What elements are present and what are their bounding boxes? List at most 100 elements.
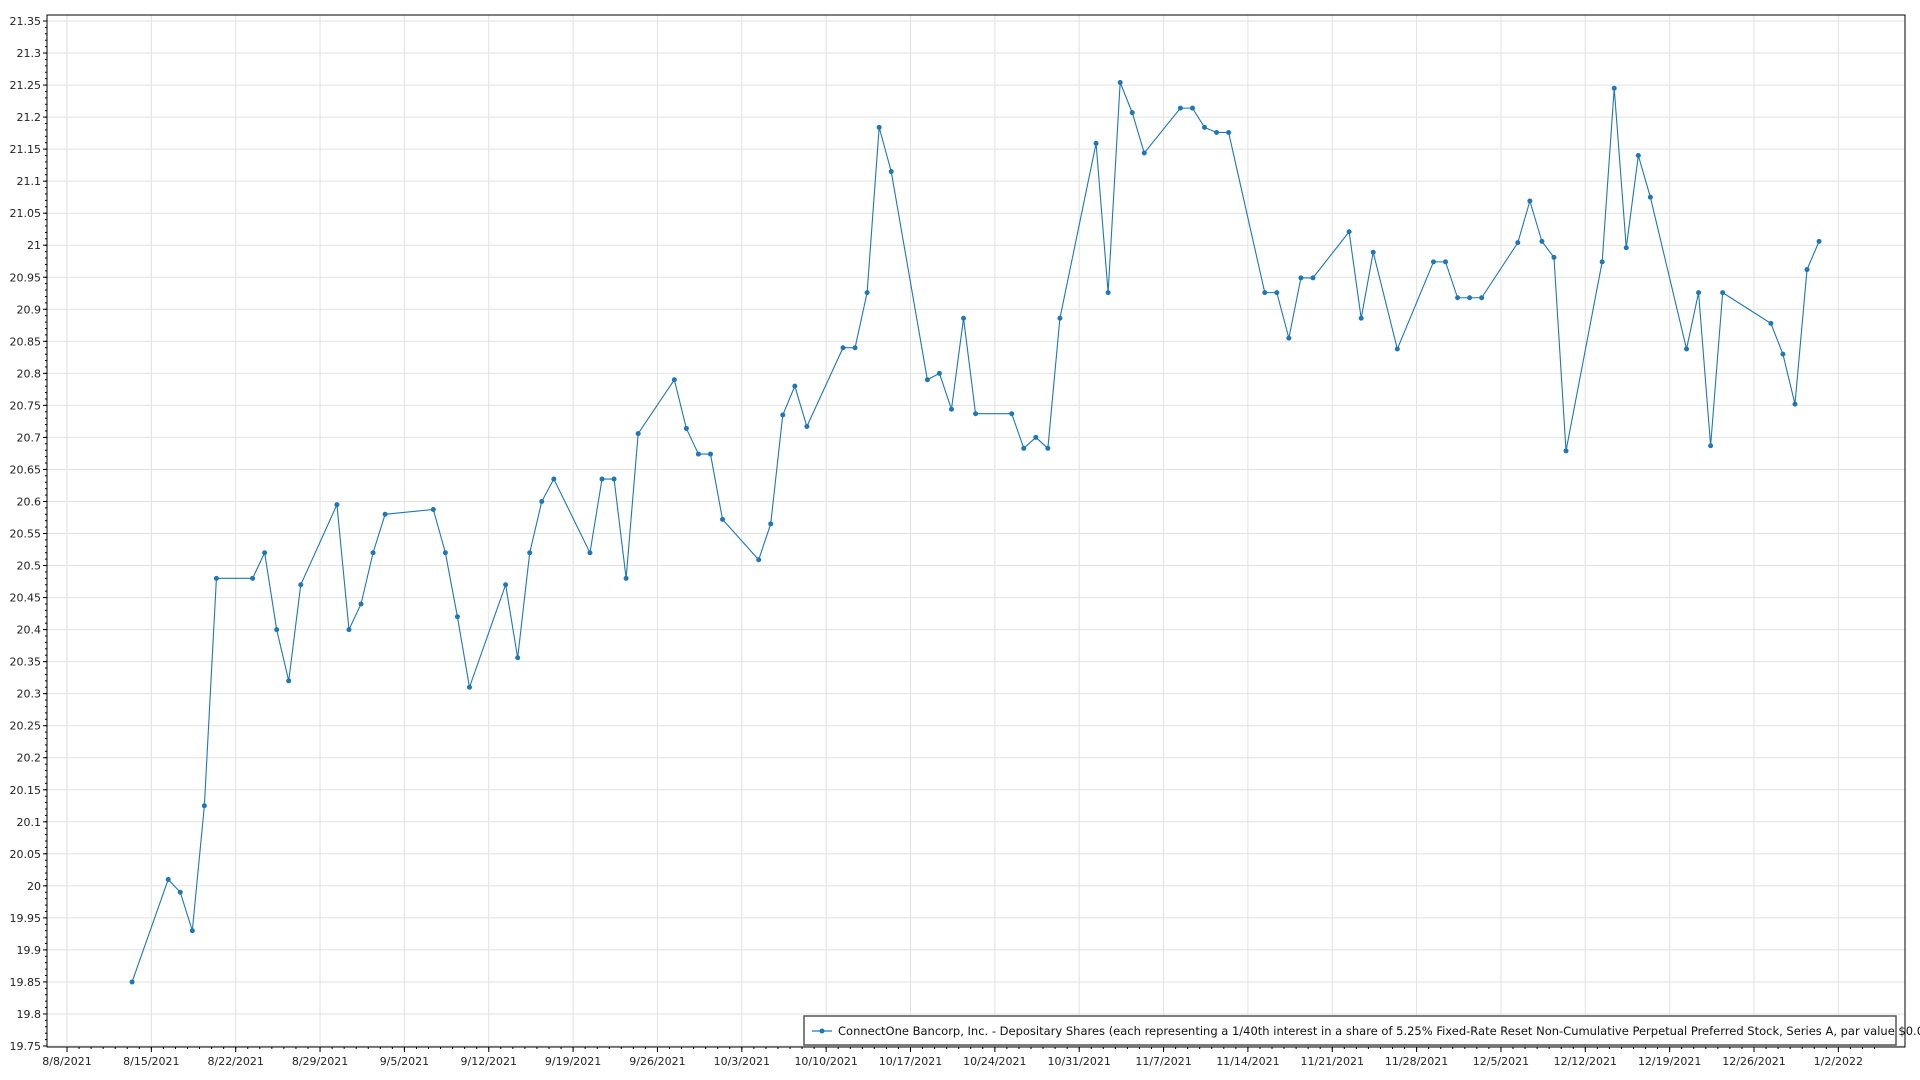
data-point <box>334 502 340 508</box>
data-point <box>1479 295 1485 301</box>
data-point <box>1189 105 1195 111</box>
data-point <box>1455 295 1461 301</box>
data-point <box>1298 275 1304 281</box>
y-tick-label: 20 <box>27 880 41 893</box>
data-point <box>442 550 448 556</box>
data-point <box>792 383 798 389</box>
x-tick-label: 9/19/2021 <box>545 1055 601 1068</box>
y-tick-label: 20.8 <box>17 367 42 380</box>
data-point <box>599 476 605 482</box>
y-tick-label: 20.05 <box>10 848 42 861</box>
data-point <box>262 550 268 556</box>
data-point <box>852 345 858 351</box>
data-point <box>1551 254 1557 260</box>
data-point <box>358 601 364 607</box>
data-point <box>756 557 762 563</box>
data-point <box>961 315 967 321</box>
data-point <box>1009 411 1015 417</box>
y-tick-label: 20.65 <box>10 463 42 476</box>
data-point <box>250 575 256 581</box>
data-point <box>213 575 219 581</box>
data-point <box>1527 198 1533 204</box>
data-point <box>1611 85 1617 91</box>
x-tick-label: 1/2/2022 <box>1814 1055 1863 1068</box>
data-point <box>274 627 280 633</box>
y-tick-label: 20.15 <box>10 784 42 797</box>
legend[interactable]: ConnectOne Bancorp, Inc. - Depositary Sh… <box>803 1015 1920 1046</box>
data-point <box>1539 238 1545 244</box>
data-point <box>876 124 882 130</box>
data-point <box>1394 346 1400 352</box>
data-point <box>1515 240 1521 246</box>
x-tick-label: 12/26/2021 <box>1722 1055 1785 1068</box>
data-point <box>201 803 207 809</box>
x-tick-label: 11/21/2021 <box>1301 1055 1364 1068</box>
data-point <box>924 377 930 383</box>
y-tick-label: 19.95 <box>10 912 42 925</box>
data-point <box>346 627 352 633</box>
data-point <box>780 412 786 418</box>
data-point <box>165 876 171 882</box>
data-point <box>1274 290 1280 296</box>
legend-box <box>803 1015 1897 1046</box>
y-tick-label: 21.15 <box>10 143 42 156</box>
y-tick-label: 21.35 <box>10 15 42 28</box>
plot-frame <box>46 14 1906 1048</box>
x-tick-label: 9/5/2021 <box>380 1055 429 1068</box>
x-axis: 8/8/2021 8/15/2021 8/22/2021 8/29/2021 9/5/2… <box>42 1047 1875 1068</box>
y-tick-label: 19.8 <box>17 1008 42 1021</box>
x-tick-label: 10/3/2021 <box>714 1055 770 1068</box>
x-tick-label: 9/26/2021 <box>629 1055 685 1068</box>
data-point <box>1045 445 1051 451</box>
gridlines <box>47 15 1905 1047</box>
data-point <box>1286 335 1292 341</box>
data-point <box>1129 110 1135 116</box>
data-point <box>840 345 846 351</box>
data-point <box>1720 290 1726 296</box>
data-point <box>635 431 641 437</box>
y-tick-label: 20.85 <box>10 335 42 348</box>
y-tick-label: 20.6 <box>17 495 42 508</box>
data-point <box>936 370 942 376</box>
data-point <box>1684 346 1690 352</box>
data-point <box>539 498 545 504</box>
data-point <box>1467 295 1473 301</box>
data-point <box>1202 124 1208 130</box>
x-tick-label: 12/12/2021 <box>1554 1055 1617 1068</box>
data-point <box>1816 238 1822 244</box>
y-tick-label: 20.55 <box>10 528 42 541</box>
y-tick-label: 20.95 <box>10 271 42 284</box>
legend-entry: ConnectOne Bancorp, Inc. - Depositary Sh… <box>838 1024 1920 1038</box>
data-point <box>1370 249 1376 255</box>
data-point <box>515 655 521 661</box>
data-point <box>189 928 195 934</box>
x-tick-label: 10/10/2021 <box>794 1055 857 1068</box>
y-tick-label: 20.5 <box>17 560 42 573</box>
data-point <box>1346 229 1352 235</box>
data-point <box>611 476 617 482</box>
x-tick-label: 11/7/2021 <box>1135 1055 1191 1068</box>
data-point <box>768 521 774 527</box>
x-tick-label: 8/8/2021 <box>42 1055 91 1068</box>
x-tick-label: 10/17/2021 <box>879 1055 942 1068</box>
y-tick-label: 20.3 <box>17 688 42 701</box>
data-point <box>1563 448 1569 454</box>
y-axis: 19.75 19.8 19.85 19.9 19.95 20 20.05 20.1 20.15 2… <box>10 15 47 1053</box>
data-point <box>286 678 292 684</box>
data-point <box>551 476 557 482</box>
data-point <box>430 506 436 512</box>
x-tick-label: 12/19/2021 <box>1638 1055 1701 1068</box>
x-tick-label: 10/31/2021 <box>1047 1055 1110 1068</box>
y-tick-label: 20.2 <box>17 752 42 765</box>
data-point <box>1177 105 1183 111</box>
y-tick-label: 20.35 <box>10 656 42 669</box>
data-point <box>177 889 183 895</box>
x-tick-label: 10/24/2021 <box>963 1055 1026 1068</box>
y-tick-label: 20.1 <box>17 816 42 829</box>
data-point <box>1141 150 1147 156</box>
data-point <box>1226 129 1232 135</box>
y-tick-label: 21.25 <box>10 79 42 92</box>
y-tick-label: 21.05 <box>10 207 42 220</box>
data-point <box>454 614 460 620</box>
data-point <box>1033 434 1039 440</box>
